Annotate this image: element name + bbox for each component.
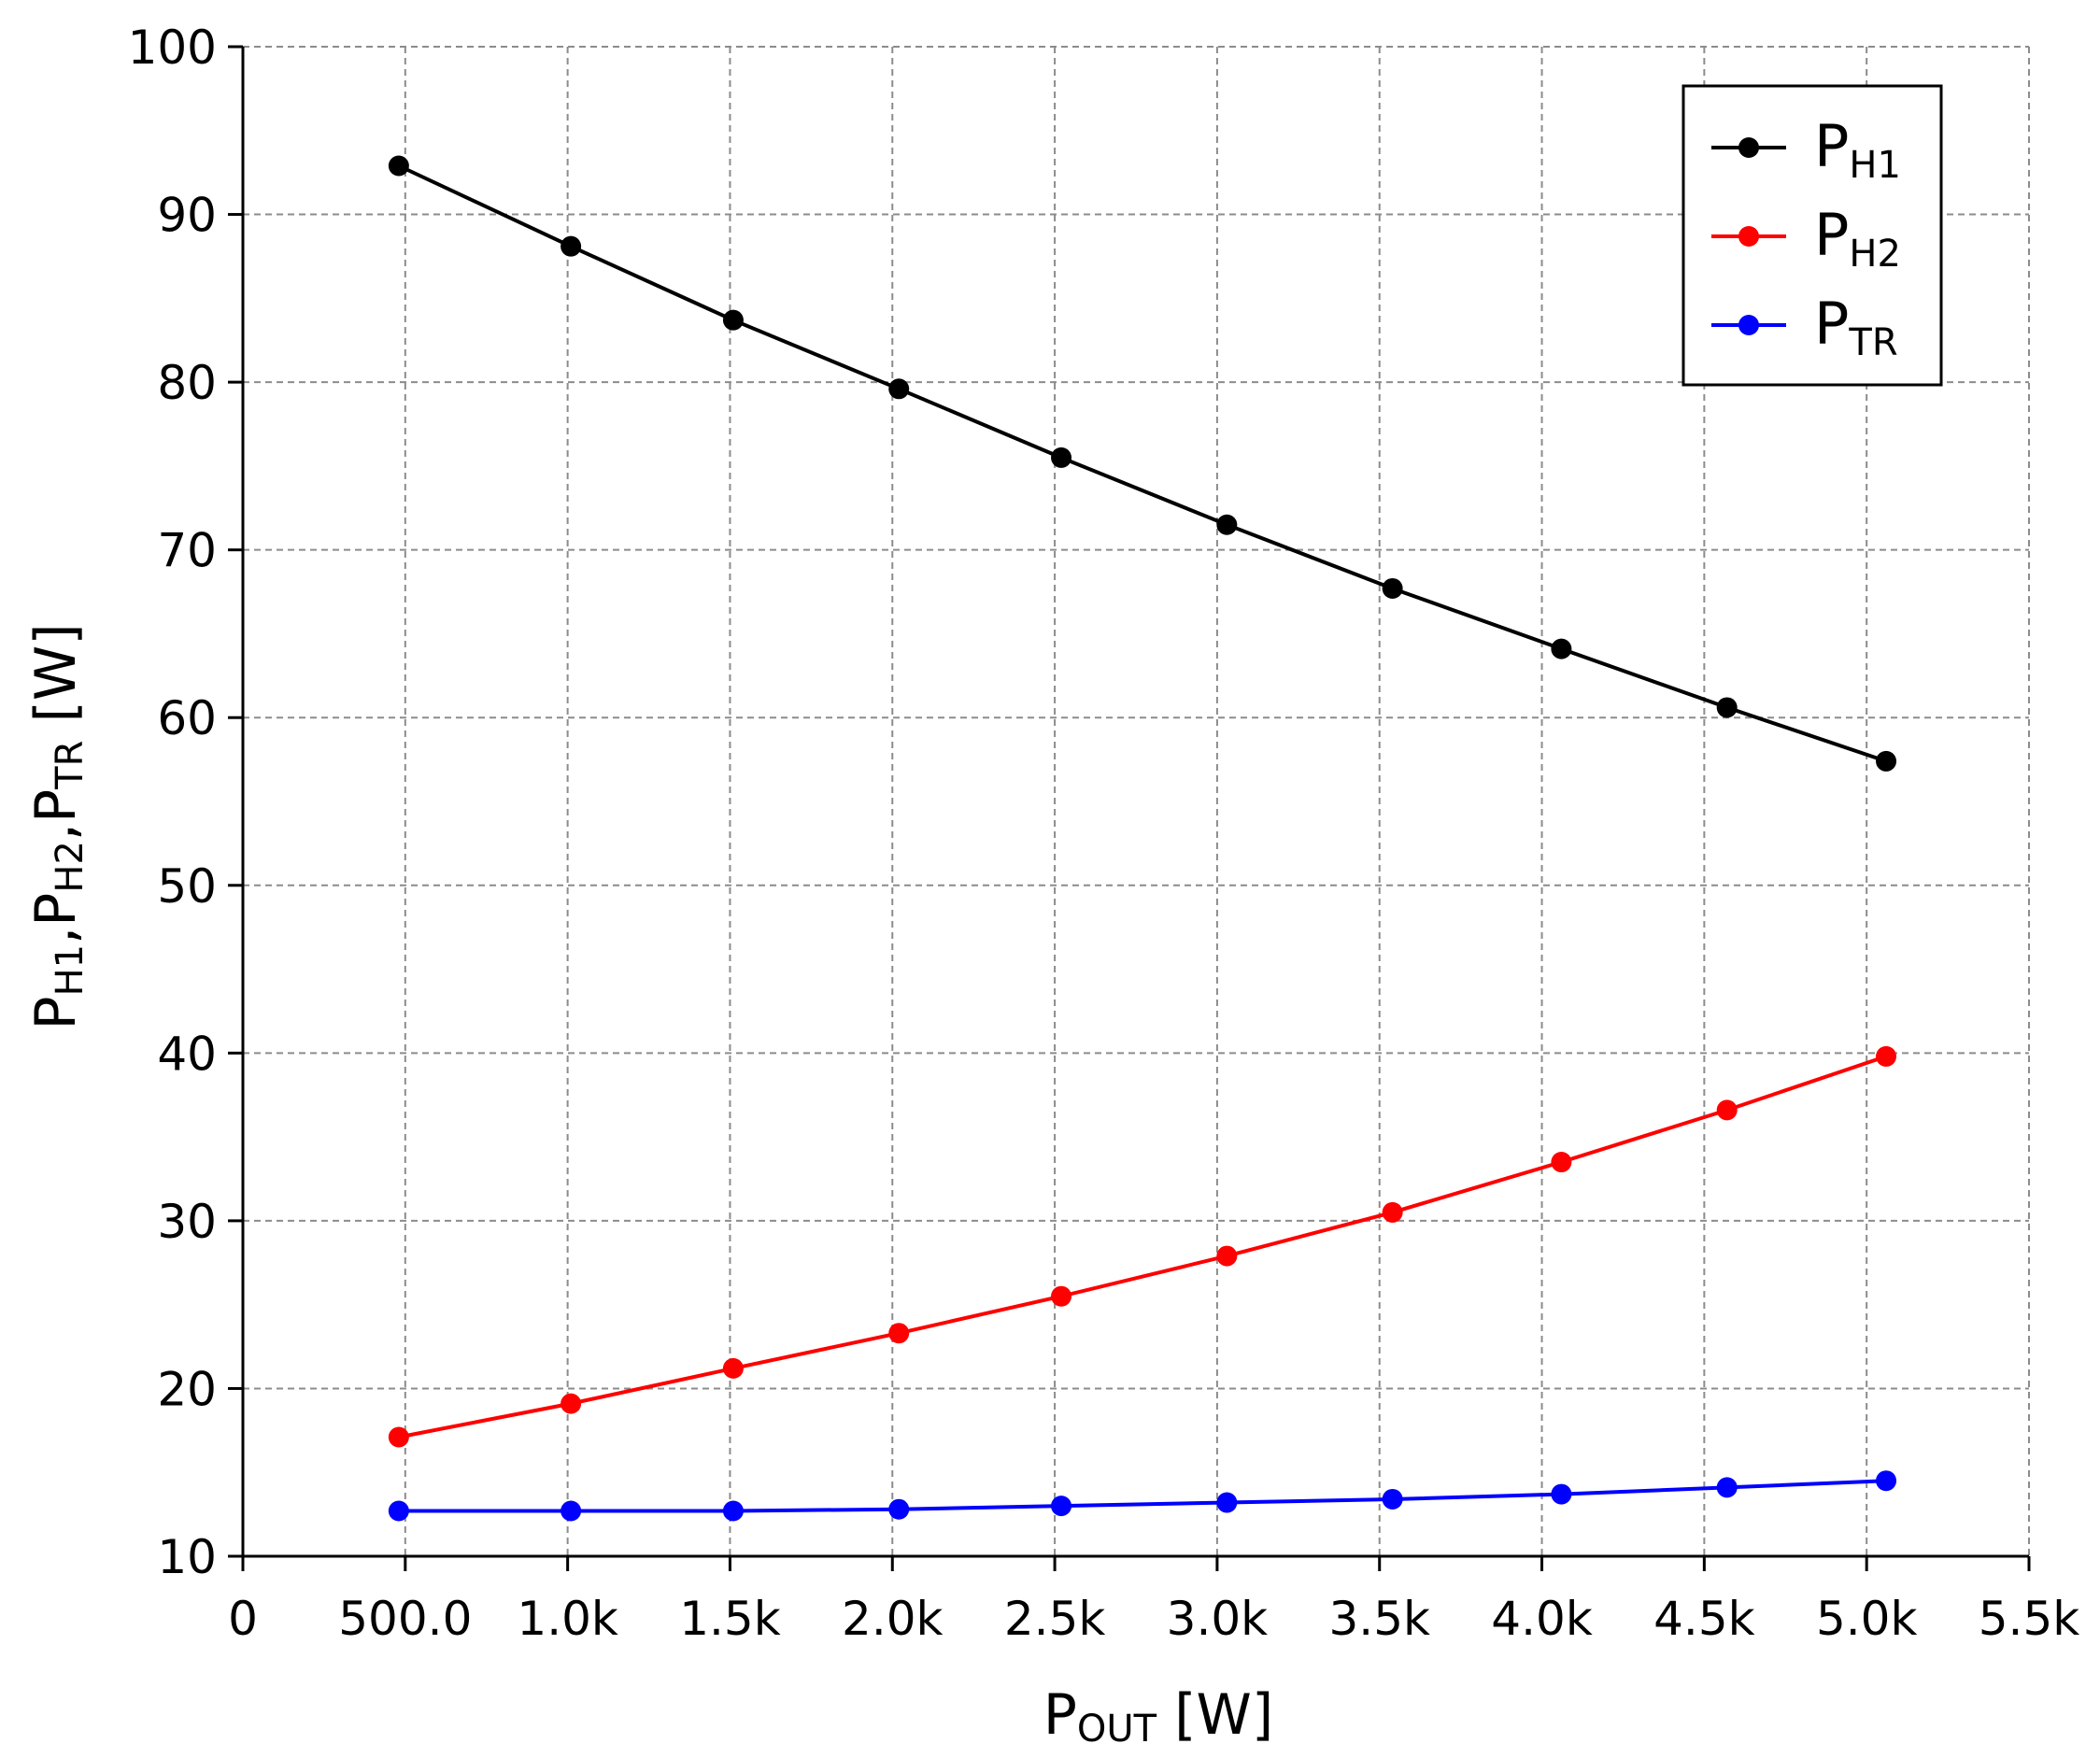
legend-swatch-marker — [1738, 226, 1759, 247]
data-point-PTR — [1382, 1488, 1403, 1510]
data-point-PH2 — [1551, 1152, 1572, 1173]
data-series — [388, 155, 1897, 1522]
y-axis-title: PH1,PH2,PTR [W] — [23, 623, 92, 1029]
data-point-PH1 — [1551, 638, 1572, 659]
legend-label: PH2 — [1814, 201, 1901, 276]
data-point-PH2 — [1382, 1201, 1403, 1223]
y-tick-label: 70 — [157, 524, 217, 578]
series-PTR — [388, 1470, 1897, 1522]
series-line-PH2 — [398, 1055, 1887, 1439]
series-PH2 — [388, 1045, 1897, 1448]
x-tick-label: 2.0k — [842, 1592, 944, 1646]
x-tick-label: 4.0k — [1491, 1592, 1593, 1646]
data-point-PH1 — [560, 235, 582, 257]
legend-swatch-marker — [1738, 315, 1759, 335]
data-point-PH1 — [1876, 750, 1897, 772]
data-point-PH1 — [1716, 697, 1738, 718]
data-point-PTR — [722, 1500, 744, 1522]
data-point-PH2 — [888, 1323, 910, 1344]
x-tick-label: 5.5k — [1979, 1592, 2080, 1646]
data-point-PH2 — [1051, 1285, 1072, 1307]
x-tick-label: 3.5k — [1328, 1592, 1430, 1646]
y-tick-label: 10 — [157, 1530, 217, 1584]
x-tick-label: 1.0k — [517, 1592, 618, 1646]
data-point-PTR — [1716, 1477, 1738, 1498]
data-point-PH1 — [722, 309, 744, 331]
x-tick-label: 0 — [228, 1592, 258, 1646]
data-point-PH2 — [1876, 1045, 1897, 1067]
x-tick-label: 2.5k — [1004, 1592, 1106, 1646]
y-tick-label: 50 — [157, 859, 217, 914]
x-tick-label: 3.0k — [1167, 1592, 1269, 1646]
legend-label: PH1 — [1814, 112, 1901, 187]
x-tick-label: 4.5k — [1653, 1592, 1755, 1646]
data-point-PH1 — [388, 155, 409, 177]
legend-entry-PTR: PTR — [1711, 290, 1898, 364]
legend-entry-PH1: PH1 — [1711, 112, 1901, 187]
y-tick-label: 30 — [157, 1195, 217, 1249]
series-line-PTR — [398, 1479, 1887, 1513]
data-point-PH2 — [388, 1426, 409, 1448]
axes — [228, 45, 2031, 1571]
data-point-PH2 — [1716, 1099, 1738, 1121]
data-point-PH2 — [1216, 1245, 1238, 1267]
y-tick-label: 90 — [157, 189, 217, 243]
series-line-PH1 — [398, 163, 1887, 763]
data-point-PH1 — [1382, 577, 1403, 599]
legend-entry-PH2: PH2 — [1711, 201, 1901, 276]
legend-swatch-marker — [1738, 137, 1759, 158]
data-point-PTR — [1876, 1470, 1897, 1492]
y-tick-label: 80 — [157, 356, 217, 410]
series-PH1 — [388, 155, 1897, 772]
y-tick-label: 100 — [128, 21, 217, 75]
data-point-PTR — [1551, 1483, 1572, 1505]
data-point-PH1 — [888, 378, 910, 400]
y-tick-label: 60 — [157, 691, 217, 745]
y-tick-label: 40 — [157, 1027, 217, 1081]
data-point-PH2 — [560, 1393, 582, 1414]
x-axis-title: POUT [W] — [1043, 1682, 1274, 1751]
data-point-PH1 — [1051, 447, 1072, 468]
x-tick-label: 1.5k — [679, 1592, 781, 1646]
y-tick-label: 20 — [157, 1362, 217, 1416]
tick-labels: 0 500.0 1.0k 1.5k 2.0k 2.5k 3.0k 3.5k 4.0k 4.5k 5.… — [128, 21, 2080, 1646]
data-point-PTR — [560, 1500, 582, 1522]
data-point-PTR — [888, 1498, 910, 1520]
x-tick-label: 5.0k — [1816, 1592, 1918, 1646]
legend-label: PTR — [1814, 290, 1898, 364]
data-point-PTR — [388, 1500, 409, 1522]
data-point-PH1 — [1216, 514, 1238, 535]
data-point-PH2 — [722, 1357, 744, 1379]
x-tick-label: 500.0 — [338, 1592, 472, 1646]
data-point-PTR — [1051, 1496, 1072, 1517]
data-point-PTR — [1216, 1492, 1238, 1513]
legend: PH1 PH2 PTR — [1681, 84, 1943, 387]
